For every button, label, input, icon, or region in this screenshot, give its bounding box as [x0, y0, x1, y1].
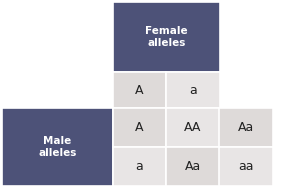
- Text: a: a: [189, 83, 197, 96]
- Text: a: a: [136, 160, 143, 173]
- Text: Aa: Aa: [238, 121, 254, 134]
- Bar: [219, 147, 273, 186]
- Bar: [166, 108, 220, 147]
- Text: Female
alleles: Female alleles: [145, 26, 188, 48]
- Text: aa: aa: [238, 160, 254, 173]
- Text: Male
alleles: Male alleles: [38, 136, 77, 158]
- Bar: [113, 147, 166, 186]
- Bar: [113, 2, 220, 72]
- Text: Aa: Aa: [185, 160, 201, 173]
- Text: A: A: [135, 121, 144, 134]
- Bar: [166, 72, 220, 108]
- Bar: [2, 108, 113, 186]
- Bar: [113, 72, 166, 108]
- Bar: [166, 147, 220, 186]
- Text: AA: AA: [184, 121, 202, 134]
- Text: A: A: [135, 83, 144, 96]
- Bar: [113, 108, 166, 147]
- Bar: [219, 108, 273, 147]
